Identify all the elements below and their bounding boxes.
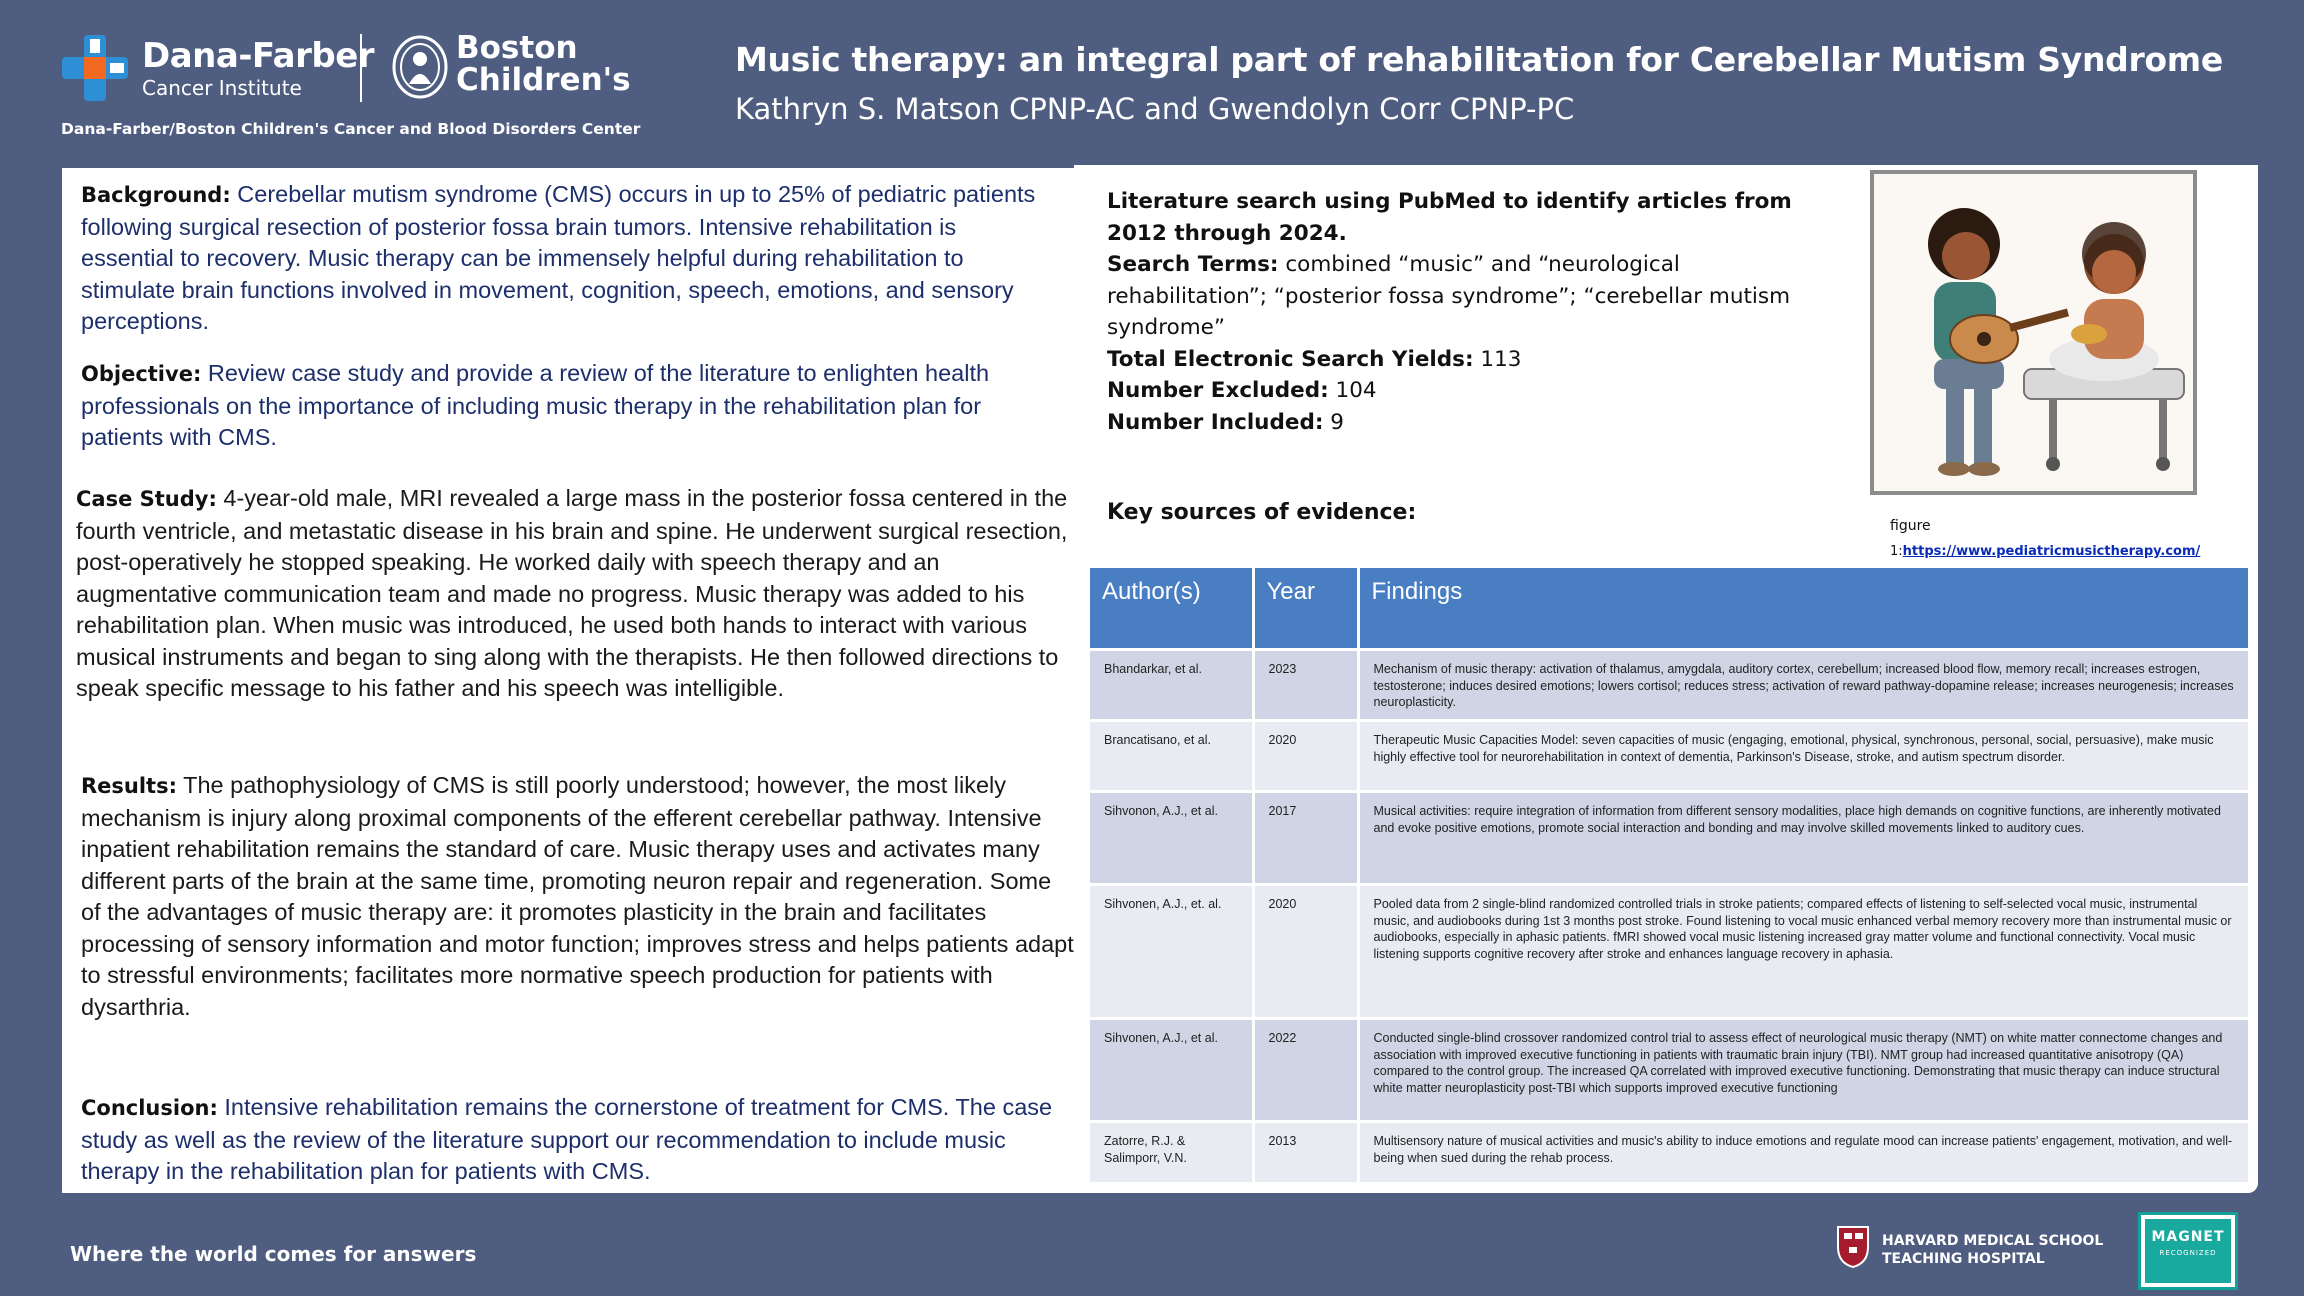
literature-search-block: Literature search using PubMed to identi… bbox=[1107, 186, 1827, 438]
boston-childrens-name-line1: Boston bbox=[456, 30, 578, 66]
col-header-year: Year bbox=[1253, 568, 1360, 650]
conclusion-section: Conclusion: Intensive rehabilitation rem… bbox=[81, 1092, 1066, 1188]
figure-link-prefix: 1: bbox=[1890, 544, 1903, 559]
row-author: Brancatisano, et al. bbox=[1090, 719, 1255, 792]
magnet-title: MAGNET bbox=[2151, 1229, 2225, 1245]
magnet-subtitle: RECOGNIZED bbox=[2159, 1249, 2217, 1257]
row-findings: Pooled data from 2 single-blind randomiz… bbox=[1358, 883, 2248, 1019]
row-year: 2013 bbox=[1253, 1120, 1360, 1182]
magnet-badge-fill: MAGNET RECOGNIZED bbox=[2145, 1219, 2231, 1283]
boston-childrens-seal-icon bbox=[392, 35, 448, 99]
row-author: Sihvonen, A.J., et al. bbox=[1090, 1017, 1255, 1122]
music-therapy-illustration bbox=[1870, 170, 2197, 495]
footer-tagline: Where the world comes for answers bbox=[70, 1242, 477, 1266]
table-row: Sihvonen, A.J., et. al. 2020 Pooled data… bbox=[1090, 883, 2248, 1019]
harvard-teaching-hospital-logo: HARVARD MEDICAL SCHOOL TEACHING HOSPITAL bbox=[1836, 1225, 2103, 1275]
row-findings: Musical activities: require integration … bbox=[1358, 790, 2248, 885]
objective-text: Review case study and provide a review o… bbox=[81, 360, 990, 450]
row-author: Zatorre, R.J. & Salimporr, V.N. bbox=[1090, 1120, 1255, 1182]
case-study-section: Case Study: 4-year-old male, MRI reveale… bbox=[76, 483, 1074, 705]
objective-section: Objective: Review case study and provide… bbox=[81, 358, 1041, 454]
search-yields-value: 113 bbox=[1480, 346, 1522, 372]
background-text: Cerebellar mutism syndrome (CMS) occurs … bbox=[81, 181, 1036, 334]
conclusion-label: Conclusion: bbox=[81, 1096, 218, 1120]
row-findings: Therapeutic Music Capacities Model: seve… bbox=[1358, 719, 2248, 792]
row-author: Sihvonon, A.J., et al. bbox=[1090, 790, 1255, 885]
search-terms-label: Search Terms: bbox=[1107, 252, 1279, 277]
background-label: Background: bbox=[81, 183, 231, 207]
dana-farber-subname: Cancer Institute bbox=[142, 76, 302, 100]
row-findings: Conducted single-blind crossover randomi… bbox=[1358, 1017, 2248, 1122]
institution-logos: Dana-Farber Cancer Institute Boston Chil… bbox=[58, 30, 640, 145]
hms-line2: TEACHING HOSPITAL bbox=[1882, 1251, 2045, 1267]
figure-source: 1:https://www.pediatricmusictherapy.com/ bbox=[1890, 544, 2200, 559]
left-content-panel bbox=[62, 168, 1074, 1193]
key-sources-heading: Key sources of evidence: bbox=[1107, 500, 1417, 525]
conclusion-text: Intensive rehabilitation remains the cor… bbox=[81, 1094, 1053, 1184]
table-row: Sihvonon, A.J., et al. 2017 Musical acti… bbox=[1090, 790, 2248, 885]
results-section: Results: The pathophysiology of CMS is s… bbox=[81, 770, 1074, 1023]
logo-divider bbox=[360, 34, 362, 102]
boston-childrens-name-line2: Children's bbox=[456, 62, 631, 98]
dana-farber-cross-icon bbox=[62, 35, 128, 101]
included-value: 9 bbox=[1330, 409, 1344, 435]
table-row: Zatorre, R.J. & Salimporr, V.N. 2013 Mul… bbox=[1090, 1120, 2248, 1182]
row-year: 2022 bbox=[1253, 1017, 1360, 1122]
row-findings: Mechanism of music therapy: activation o… bbox=[1358, 648, 2248, 721]
row-year: 2017 bbox=[1253, 790, 1360, 885]
row-findings: Multisensory nature of musical activitie… bbox=[1358, 1120, 2248, 1182]
table-row: Sihvonen, A.J., et al. 2022 Conducted si… bbox=[1090, 1017, 2248, 1122]
row-author: Bhandarkar, et al. bbox=[1090, 648, 1255, 721]
background-section: Background: Cerebellar mutism syndrome (… bbox=[81, 179, 1041, 338]
objective-label: Objective: bbox=[81, 362, 202, 386]
poster-title: Music therapy: an integral part of rehab… bbox=[735, 40, 2223, 79]
hms-line1: HARVARD MEDICAL SCHOOL bbox=[1882, 1233, 2104, 1249]
row-year: 2020 bbox=[1253, 883, 1360, 1019]
table-row: Brancatisano, et al. 2020 Therapeutic Mu… bbox=[1090, 719, 2248, 792]
excluded-label: Number Excluded: bbox=[1107, 378, 1329, 403]
results-text: The pathophysiology of CMS is still poor… bbox=[81, 772, 1074, 1020]
poster-authors: Kathryn S. Matson CPNP-AC and Gwendolyn … bbox=[735, 92, 1575, 126]
magnet-recognized-badge: MAGNET RECOGNIZED bbox=[2138, 1212, 2238, 1290]
center-name: Dana-Farber/Boston Children's Cancer and… bbox=[61, 120, 641, 138]
evidence-table: Author(s) Year Findings Bhandarkar, et a… bbox=[1090, 568, 2248, 1182]
search-yields-label: Total Electronic Search Yields: bbox=[1107, 346, 1474, 372]
case-study-label: Case Study: bbox=[76, 487, 217, 511]
figure-source-link[interactable]: https://www.pediatricmusictherapy.com/ bbox=[1902, 544, 2201, 559]
row-year: 2020 bbox=[1253, 719, 1360, 792]
figure-caption: figure bbox=[1890, 518, 1931, 534]
harvard-shield-icon bbox=[1837, 1226, 1869, 1269]
row-year: 2023 bbox=[1253, 648, 1360, 721]
dana-farber-name: Dana-Farber bbox=[142, 36, 375, 76]
row-author: Sihvonen, A.J., et. al. bbox=[1090, 883, 1255, 1019]
included-label: Number Included: bbox=[1107, 409, 1324, 435]
results-label: Results: bbox=[81, 774, 177, 798]
col-header-findings: Findings bbox=[1358, 568, 2248, 650]
col-header-authors: Author(s) bbox=[1090, 568, 1255, 650]
case-study-text: 4-year-old male, MRI revealed a large ma… bbox=[76, 485, 1068, 701]
evidence-table-header: Author(s) Year Findings bbox=[1090, 568, 2248, 650]
search-intro: Literature search using PubMed to identi… bbox=[1107, 189, 1792, 246]
excluded-value: 104 bbox=[1335, 378, 1377, 403]
search-terms-text: combined “music” and “neurological rehab… bbox=[1107, 252, 1791, 340]
table-row: Bhandarkar, et al. 2023 Mechanism of mus… bbox=[1090, 648, 2248, 721]
music-therapy-drawing-icon bbox=[1874, 174, 2193, 491]
